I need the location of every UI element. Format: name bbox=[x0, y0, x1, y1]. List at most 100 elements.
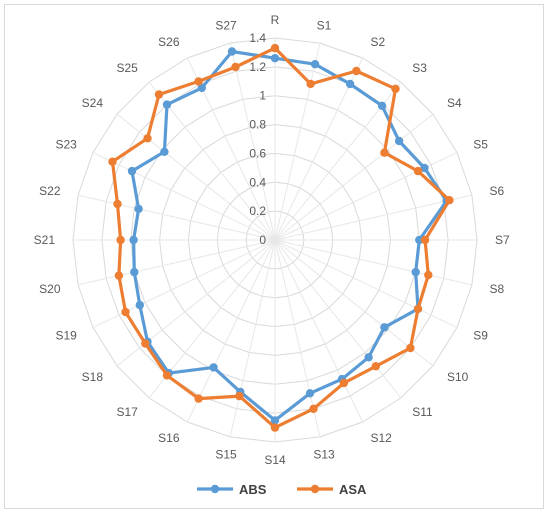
spoke-S9 bbox=[274, 239, 458, 329]
spoke-S2 bbox=[274, 57, 364, 241]
point-asa-s22 bbox=[113, 199, 122, 209]
category-label-s19: S19 bbox=[55, 329, 77, 343]
category-label-s7: S7 bbox=[495, 233, 510, 247]
category-label-s18: S18 bbox=[82, 370, 104, 384]
spoke-S10 bbox=[274, 239, 434, 367]
point-asa-s13 bbox=[309, 404, 318, 413]
spoke-S15 bbox=[229, 239, 276, 438]
point-asa-s14 bbox=[270, 423, 280, 432]
point-asa-s2 bbox=[352, 66, 361, 76]
point-asa-s21 bbox=[116, 235, 125, 245]
point-asa-s7 bbox=[420, 235, 430, 245]
category-label-s17: S17 bbox=[116, 405, 138, 419]
point-abs-s4 bbox=[394, 136, 404, 146]
spoke-S12 bbox=[274, 239, 364, 423]
category-label-s6: S6 bbox=[490, 184, 505, 198]
point-abs-s23 bbox=[127, 166, 137, 176]
legend-label-abs: ABS bbox=[239, 482, 267, 497]
radar-series bbox=[108, 43, 454, 432]
point-abs-s5 bbox=[420, 163, 429, 173]
category-label-r: R bbox=[271, 13, 280, 27]
category-label-s13: S13 bbox=[313, 448, 335, 462]
category-label-s21: S21 bbox=[34, 233, 56, 247]
tick-label-1: 1 bbox=[259, 89, 266, 103]
tick-label-1.2: 1.2 bbox=[249, 60, 266, 74]
point-asa-s24 bbox=[143, 134, 152, 143]
point-abs-s25 bbox=[162, 100, 172, 109]
point-abs-s22 bbox=[134, 204, 143, 214]
category-label-s4: S4 bbox=[447, 96, 462, 110]
tick-label-0: 0 bbox=[259, 233, 266, 247]
category-label-s5: S5 bbox=[473, 138, 488, 152]
spoke-S11 bbox=[274, 239, 402, 399]
category-label-s11: S11 bbox=[412, 405, 433, 419]
point-abs-s3 bbox=[377, 101, 387, 111]
radar-tick-labels: 0 0.2 0.4 0.6 0.8 1 1.2 1.4 bbox=[249, 31, 266, 247]
category-label-s27: S27 bbox=[215, 19, 237, 33]
radar-spokes bbox=[73, 38, 477, 442]
point-asa-s25 bbox=[154, 90, 164, 99]
spoke-S23 bbox=[92, 151, 276, 241]
category-label-s1: S1 bbox=[317, 19, 332, 33]
point-abs-s26 bbox=[197, 83, 206, 93]
spoke-S13 bbox=[274, 239, 321, 438]
category-label-s15: S15 bbox=[215, 448, 237, 462]
point-asa-s27 bbox=[231, 62, 240, 72]
radar-category-labels: R S1 S2 S3 S4 S5 S6 S7 S8 S9 S10 S11 S12 S13 S14 S15 S16… bbox=[34, 13, 510, 467]
category-label-s25: S25 bbox=[116, 61, 138, 75]
category-label-s22: S22 bbox=[39, 184, 61, 198]
spoke-S1 bbox=[274, 42, 321, 241]
category-label-s23: S23 bbox=[55, 138, 77, 152]
category-label-s8: S8 bbox=[490, 282, 505, 296]
point-asa-s17 bbox=[162, 371, 172, 380]
point-abs-s21 bbox=[129, 235, 138, 245]
point-abs-s10 bbox=[380, 323, 389, 332]
category-label-s16: S16 bbox=[158, 431, 180, 445]
point-abs-s8 bbox=[411, 267, 420, 277]
tick-label-0.8: 0.8 bbox=[249, 118, 266, 132]
category-label-s10: S10 bbox=[447, 370, 469, 384]
spoke-S25 bbox=[148, 81, 276, 241]
category-label-s20: S20 bbox=[39, 282, 61, 296]
legend-label-asa: ASA bbox=[339, 482, 367, 497]
category-label-s26: S26 bbox=[158, 35, 180, 49]
point-asa-s11 bbox=[371, 362, 380, 371]
point-asa-s16 bbox=[194, 394, 203, 403]
point-abs-s16 bbox=[209, 363, 218, 372]
tick-label-0.4: 0.4 bbox=[249, 175, 266, 189]
point-asa-s20 bbox=[114, 271, 124, 280]
point-abs-s13 bbox=[305, 389, 315, 398]
spoke-S20 bbox=[77, 239, 276, 286]
spoke-S6 bbox=[274, 194, 473, 241]
legend-item-asa: ASA bbox=[297, 482, 367, 497]
category-label-s24: S24 bbox=[82, 96, 104, 110]
category-label-s14: S14 bbox=[264, 453, 286, 467]
tick-label-0.2: 0.2 bbox=[249, 204, 266, 218]
point-abs-s19 bbox=[135, 300, 144, 310]
point-asa-s23 bbox=[108, 157, 117, 166]
spoke-S22 bbox=[77, 194, 276, 241]
legend-marker-abs bbox=[210, 484, 220, 494]
point-abs-s14 bbox=[270, 416, 280, 425]
point-abs-s2 bbox=[345, 79, 355, 89]
spoke-S27 bbox=[229, 42, 276, 241]
category-label-s2: S2 bbox=[371, 35, 386, 49]
point-abs-s7 bbox=[415, 235, 424, 245]
point-abs-s27 bbox=[227, 47, 237, 56]
point-asa-s5 bbox=[413, 166, 423, 176]
spoke-S8 bbox=[274, 239, 473, 286]
legend-item-abs: ABS bbox=[197, 482, 267, 497]
point-asa-s9 bbox=[413, 304, 423, 314]
point-abs-r bbox=[270, 54, 280, 63]
point-asa-s18 bbox=[141, 339, 150, 348]
point-asa-s1 bbox=[306, 79, 315, 89]
category-label-s3: S3 bbox=[412, 61, 427, 75]
category-label-s9: S9 bbox=[473, 329, 488, 343]
point-asa-s26 bbox=[194, 77, 203, 86]
point-asa-s12 bbox=[339, 378, 349, 388]
tick-label-1.4: 1.4 bbox=[249, 31, 266, 45]
spoke-S4 bbox=[274, 113, 434, 241]
category-label-s12: S12 bbox=[371, 431, 393, 445]
point-abs-s20 bbox=[130, 267, 139, 277]
